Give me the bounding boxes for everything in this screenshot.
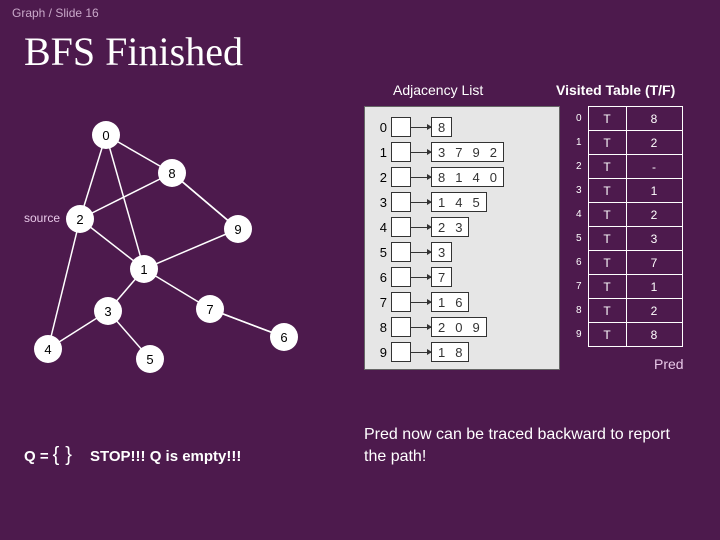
- adj-row-5: 53: [373, 241, 452, 263]
- adj-row-8: 8209: [373, 316, 487, 338]
- brace-left: {: [53, 444, 60, 467]
- source-label: source: [24, 211, 60, 225]
- graph-diagram: source 0 8 2 9 13 7 4 5 6: [20, 115, 340, 395]
- adj-row-1: 13792: [373, 141, 504, 163]
- adj-row-2: 28140: [373, 166, 504, 188]
- pred-note: Pred now can be traced backward to repor…: [364, 424, 694, 467]
- graph-edges: [20, 115, 340, 395]
- visited-table-label: Visited Table (T/F): [556, 82, 675, 98]
- queue-status: Q = { } STOP!!! Q is empty!!!: [24, 444, 241, 467]
- graph-node-4: 4: [34, 335, 62, 363]
- visited-table: 0T81T22T-3T14T25T36T77T18T29T8: [570, 106, 683, 347]
- adj-row-3: 3145: [373, 191, 487, 213]
- adj-row-7: 716: [373, 291, 469, 313]
- adj-row-0: 08: [373, 116, 452, 138]
- breadcrumb: Graph / Slide 16: [0, 0, 720, 26]
- graph-node-3: 3: [94, 297, 122, 325]
- graph-node-8: 8: [158, 159, 186, 187]
- graph-node-2: 2: [66, 205, 94, 233]
- graph-node-9: 9: [224, 215, 252, 243]
- adjacency-list-label: Adjacency List: [393, 82, 483, 98]
- graph-node-7: 7: [196, 295, 224, 323]
- adj-row-9: 918: [373, 341, 469, 363]
- adj-row-4: 423: [373, 216, 469, 238]
- stop-text: STOP!!! Q is empty!!!: [90, 448, 241, 465]
- visited-row-8: 8T2: [570, 299, 682, 323]
- q-prefix: Q =: [24, 448, 49, 465]
- visited-row-7: 7T1: [570, 275, 682, 299]
- adjacency-list: 08 13792 28140 3145 423 53 67 716 8209 918: [364, 106, 560, 370]
- visited-row-6: 6T7: [570, 251, 682, 275]
- brace-right: }: [65, 444, 72, 467]
- graph-node-6: 6: [270, 323, 298, 351]
- graph-node-5: 5: [136, 345, 164, 373]
- visited-row-0: 0T8: [570, 107, 682, 131]
- visited-row-4: 4T2: [570, 203, 682, 227]
- visited-row-3: 3T1: [570, 179, 682, 203]
- visited-row-9: 9T8: [570, 323, 682, 347]
- graph-node-1: 1: [130, 255, 158, 283]
- visited-row-1: 1T2: [570, 131, 682, 155]
- page-title: BFS Finished: [0, 26, 720, 83]
- visited-row-5: 5T3: [570, 227, 682, 251]
- graph-node-0: 0: [92, 121, 120, 149]
- visited-row-2: 2T-: [570, 155, 682, 179]
- pred-label: Pred: [654, 356, 684, 372]
- adj-row-6: 67: [373, 266, 452, 288]
